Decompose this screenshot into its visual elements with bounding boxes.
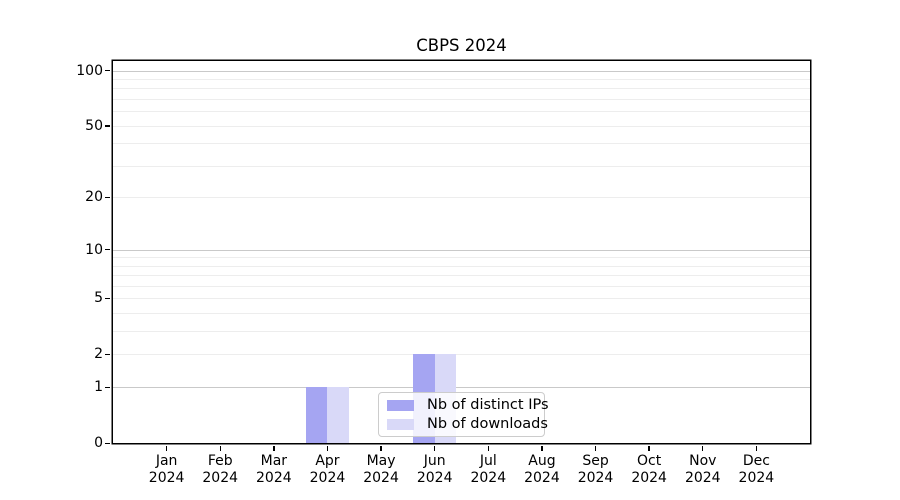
gridline-minor [113,313,810,315]
legend-row: Nb of distinct IPs [387,397,549,413]
legend-swatch [387,399,414,411]
gridline-major [113,249,810,251]
x-tick-label: Dec 2024 [738,453,775,486]
x-tick [594,446,597,451]
x-tick [487,446,489,451]
x-tick-label: Mar 2024 [256,453,292,486]
y-tick [105,196,110,199]
x-tick-label: Jan 2024 [148,453,185,486]
x-tick [648,446,650,451]
x-tick [380,446,382,451]
y-tick-label: 2 [94,346,103,363]
y-tick [105,249,110,251]
gridline-minor [113,99,810,101]
gridline-minor [113,79,810,80]
x-tick-label: Nov 2024 [684,453,721,486]
bar-distinct-ips [305,387,328,443]
y-tick-label: 5 [94,290,103,307]
y-tick [105,70,110,72]
gridline-minor [113,275,810,277]
plot-area: 0 1 2 5 10 20 50 100 Jan 2024 Feb 2024 Mar 2024 Apr… [76,61,810,486]
x-tick-label: Oct 2024 [631,453,667,486]
gridline-minor [113,197,810,199]
x-tick-label: May 2024 [363,453,399,486]
legend-row: Nb of downloads [387,416,548,432]
gridline-minor [113,111,810,113]
legend-label: Nb of downloads [427,416,548,432]
x-tick-label: Sep 2024 [577,453,614,486]
chart-title: CBPS 2024 [416,36,507,55]
gridline-minor [113,285,810,287]
gridline-minor [113,88,810,90]
legend-label: Nb of distinct IPs [427,397,549,413]
x-tick [433,446,436,451]
y-tick [105,297,110,300]
gridline-major [113,387,810,389]
x-tick [326,446,329,451]
x-tick [755,446,758,451]
x-tick [541,446,543,451]
x-tick-label: Apr 2024 [309,453,346,486]
legend: Nb of distinct IPs Nb of downloads [378,392,549,437]
bar-downloads [327,387,349,443]
y-tick-label: 0 [94,435,103,451]
y-tick-label: 50 [85,117,103,134]
x-tick-label: Aug 2024 [524,453,560,486]
y-tick-label: 1 [94,379,103,396]
gridline-major [113,70,810,72]
x-tick-label: Feb 2024 [202,453,239,486]
gridline-minor [113,257,810,259]
gridline-minor [113,265,810,267]
y-tick [105,442,110,444]
y-tick [105,353,110,356]
x-tick [702,446,704,451]
y-tick [105,125,110,127]
gridline-minor [113,143,810,145]
y-tick [105,386,110,388]
gridline-minor [113,298,810,300]
x-tick [273,446,275,451]
x-tick [219,446,221,451]
x-tick-label: Jun 2024 [416,453,453,486]
y-tick-label: 10 [85,241,103,258]
gridline-minor [113,125,810,127]
y-tick-label: 20 [85,189,103,206]
gridline-minor [113,165,810,167]
x-tick-label: Jul 2024 [470,453,507,486]
x-tick [165,446,168,451]
gridline-minor [113,331,810,333]
legend-swatch [387,418,414,430]
y-tick-label: 100 [76,62,103,79]
gridline-minor [113,354,810,356]
